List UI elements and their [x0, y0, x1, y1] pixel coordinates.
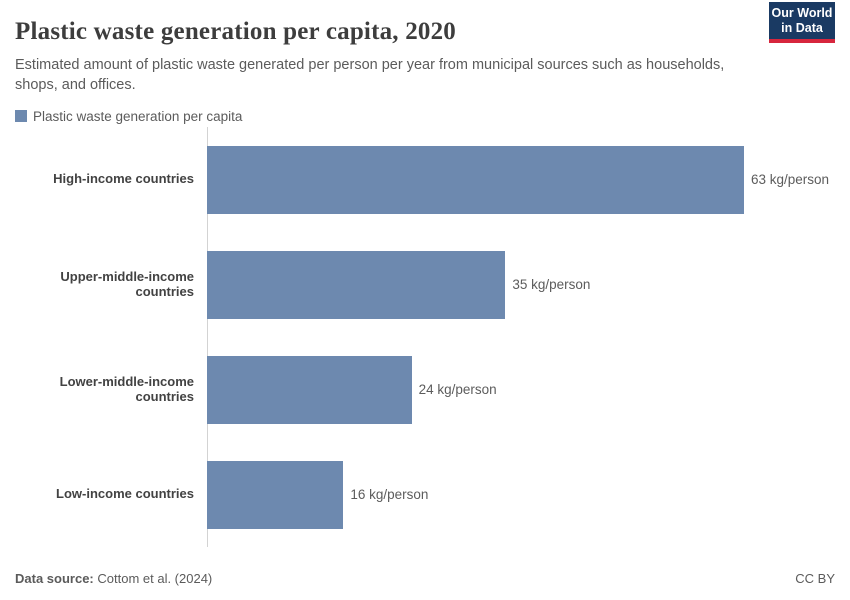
category-label: Low-income countries: [56, 486, 194, 502]
value-label: 63 kg/person: [751, 172, 830, 187]
bar[interactable]: [207, 250, 506, 319]
data-source-label: Data source:: [15, 571, 94, 586]
owid-logo[interactable]: Our World in Data: [769, 2, 835, 43]
bar-row: High-income countries 63 kg/person: [0, 127, 850, 232]
bar-row: Upper-middle-income countries 35 kg/perso…: [0, 232, 850, 337]
value-label: 16 kg/person: [350, 487, 429, 502]
bar-track: 63 kg/person: [207, 145, 850, 214]
license-cc-by[interactable]: CC BY: [795, 571, 835, 586]
bar[interactable]: [207, 145, 744, 214]
bar-track: 16 kg/person: [207, 460, 850, 529]
bar-rows-container: High-income countries 63 kg/person Upper-m…: [0, 127, 850, 547]
category-label: Lower-middle-income countries: [59, 373, 194, 404]
bar-chart: High-income countries 63 kg/person Upper-m…: [0, 127, 850, 547]
category-label: High-income countries: [53, 171, 194, 187]
legend-label: Plastic waste generation per capita: [33, 108, 243, 124]
bar[interactable]: [207, 355, 412, 424]
category-label: Upper-middle-income countries: [60, 268, 194, 299]
legend-swatch-icon: [15, 110, 27, 123]
bar-track: 35 kg/person: [207, 250, 850, 319]
data-source-value: Cottom et al. (2024): [97, 571, 213, 586]
bar[interactable]: [207, 460, 344, 529]
y-axis-line: [207, 127, 208, 547]
chart-title: Plastic waste generation per capita, 202…: [15, 18, 457, 45]
value-label: 24 kg/person: [418, 382, 497, 397]
data-source: Data source: Cottom et al. (2024): [15, 571, 212, 586]
chart-footer: Data source: Cottom et al. (2024) CC BY: [15, 571, 835, 586]
chart-header: Plastic waste generation per capita, 202…: [0, 0, 850, 96]
owid-logo-line1: Our World: [771, 6, 833, 20]
owid-logo-line2: in Data: [781, 20, 823, 35]
legend: Plastic waste generation per capita: [15, 109, 850, 124]
bar-row: Lower-middle-income countries 24 kg/perso…: [0, 337, 850, 442]
chart-subtitle: Estimated amount of plastic waste genera…: [15, 57, 725, 94]
bar-track: 24 kg/person: [207, 355, 850, 424]
value-label: 35 kg/person: [512, 277, 591, 292]
bar-row: Low-income countries 16 kg/person: [0, 442, 850, 547]
